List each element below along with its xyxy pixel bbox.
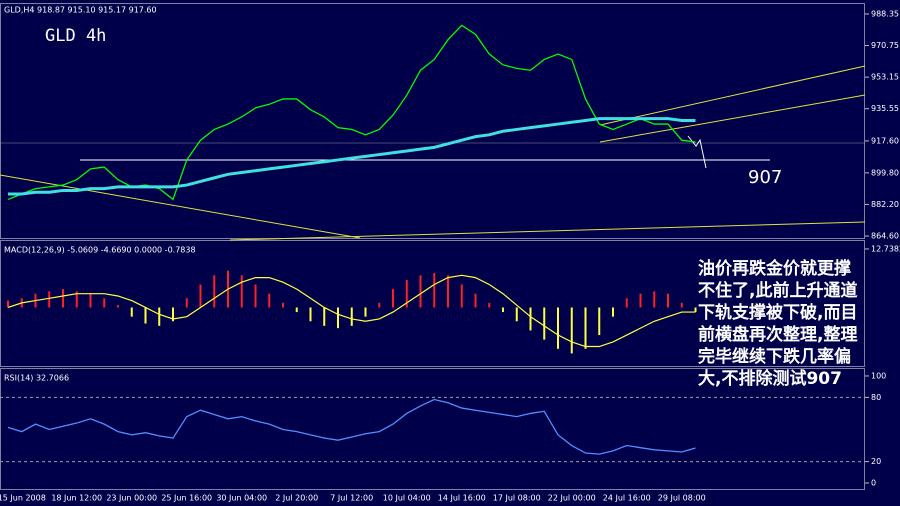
x-tick-label: 25 Jun 16:00 bbox=[161, 494, 212, 503]
histogram-bar bbox=[570, 307, 573, 354]
price-panel bbox=[0, 3, 865, 239]
y-tick-label: 917.60 bbox=[871, 136, 899, 145]
histogram-bar bbox=[653, 291, 656, 308]
histogram-bar bbox=[199, 284, 202, 308]
x-tick-label: 10 Jul 04:00 bbox=[383, 494, 431, 503]
annotation-line: 完毕继续下跌几率偏 bbox=[698, 347, 851, 367]
histogram-bar bbox=[515, 307, 518, 322]
annotation: 油价再跌金价就更撑 不住了,此前上升通道 下轨支撑被下破,而目 前横盘再次整理,整理完… bbox=[698, 258, 898, 390]
histogram-bar bbox=[254, 284, 257, 308]
x-tick-label: 29 Jul 08:00 bbox=[658, 494, 706, 503]
histogram-bar bbox=[433, 273, 436, 308]
y-tick-label: 864.60 bbox=[871, 232, 899, 241]
histogram-bar bbox=[405, 279, 408, 308]
histogram-bar bbox=[612, 307, 614, 317]
signal-line bbox=[7, 274, 696, 348]
y-tick-label: 100 bbox=[871, 371, 886, 380]
histogram-bar bbox=[667, 293, 669, 308]
histogram-bar bbox=[268, 293, 271, 308]
x-tick-label: 30 Jun 04:00 bbox=[216, 494, 267, 503]
histogram-bar bbox=[7, 300, 9, 308]
histogram-bar bbox=[172, 307, 174, 322]
histogram-bar bbox=[295, 307, 298, 313]
macd-panel bbox=[0, 240, 865, 367]
histogram-bar bbox=[460, 284, 463, 308]
histogram-bar bbox=[309, 307, 312, 322]
histogram-bar bbox=[350, 307, 353, 326]
histogram-bar bbox=[488, 302, 491, 308]
histogram-bar bbox=[323, 307, 326, 326]
histogram-bar bbox=[130, 307, 133, 317]
histogram-bar bbox=[694, 307, 697, 313]
annotation-line: 大,不排除测试907 bbox=[698, 369, 842, 389]
histogram-bar bbox=[144, 307, 147, 324]
line bbox=[7, 398, 696, 455]
y-tick-label: 0 bbox=[871, 479, 876, 488]
trend-line bbox=[229, 221, 866, 241]
histogram-bar bbox=[213, 275, 216, 308]
histogram-bar bbox=[282, 302, 284, 308]
line bbox=[8, 117, 696, 196]
y-tick-label: 80 bbox=[871, 393, 881, 402]
x-tick-label: 24 Jul 16:00 bbox=[603, 494, 651, 503]
y-tick-label: 20 bbox=[871, 457, 881, 466]
histogram-bar bbox=[584, 307, 587, 349]
histogram-bar bbox=[158, 307, 161, 326]
x-tick-label: 14 Jul 16:00 bbox=[438, 494, 486, 503]
rsi-panel bbox=[0, 368, 865, 490]
histogram-bar bbox=[392, 289, 394, 308]
histogram-bar bbox=[598, 307, 601, 336]
x-tick-label: 18 Jun 12:00 bbox=[51, 494, 102, 503]
annotation-line: 不住了,此前上升通道 bbox=[698, 281, 858, 301]
x-tick-label: 7 Jul 12:00 bbox=[330, 494, 373, 503]
x-tick-label: 2 Jul 20:00 bbox=[275, 494, 318, 503]
histogram-bar bbox=[502, 307, 504, 313]
y-tick-label: 970.75 bbox=[871, 41, 899, 50]
histogram-bar bbox=[378, 302, 381, 308]
channel-line bbox=[599, 94, 866, 143]
y-tick-label: 882.20 bbox=[871, 200, 899, 209]
y-tick-label: 935.55 bbox=[871, 104, 899, 113]
x-tick-label: 15 Jun 2008 bbox=[0, 494, 46, 503]
annotation-line: 油价再跌金价就更撑 bbox=[698, 259, 851, 279]
histogram-bar bbox=[557, 307, 559, 349]
macd-header: MACD(12,26,9) -5.0609 -4.6690 0.0000 -0.… bbox=[4, 246, 196, 255]
histogram-bar bbox=[75, 291, 78, 308]
annotation-line: 下轨支撑被下破,而目 bbox=[698, 303, 858, 323]
y-tick-label: 988.35 bbox=[871, 9, 899, 18]
histogram-bar bbox=[337, 307, 339, 329]
histogram-bar bbox=[117, 305, 119, 308]
histogram-bar bbox=[419, 275, 422, 308]
histogram-bar bbox=[447, 275, 449, 308]
histogram-bar bbox=[185, 298, 188, 308]
rsi-header: RSI(14) 32.7066 bbox=[4, 374, 69, 383]
x-tick-label: 17 Jul 08:00 bbox=[493, 494, 541, 503]
x-tick-label: 23 Jun 00:00 bbox=[106, 494, 157, 503]
histogram-bar bbox=[529, 307, 532, 331]
histogram-bar bbox=[474, 293, 477, 308]
x-tick-label: 22 Jul 00:00 bbox=[548, 494, 596, 503]
line bbox=[7, 24, 696, 201]
histogram-bar bbox=[103, 298, 106, 308]
histogram-bar bbox=[639, 293, 642, 308]
histogram-bar bbox=[89, 293, 92, 308]
histogram-bar bbox=[240, 275, 243, 308]
histogram-bar bbox=[48, 291, 51, 308]
y-tick-label: 953.15 bbox=[871, 73, 899, 82]
channel-line bbox=[599, 65, 866, 126]
histogram-bar bbox=[680, 302, 683, 308]
y-tick-label: 12.7382 bbox=[871, 244, 900, 253]
y-tick-label: 899.80 bbox=[871, 168, 899, 177]
level-label: 907 bbox=[748, 167, 782, 188]
annotation-line: 前横盘再次整理,整理 bbox=[698, 325, 858, 345]
histogram-bar bbox=[62, 289, 64, 308]
histogram-bar bbox=[625, 298, 628, 308]
chart-title: GLD 4h bbox=[45, 26, 106, 46]
histogram-bar bbox=[543, 307, 546, 340]
symbol-header: GLD,H4 918.87 915.10 915.17 917.60 bbox=[4, 6, 157, 15]
histogram-bar bbox=[364, 307, 367, 317]
